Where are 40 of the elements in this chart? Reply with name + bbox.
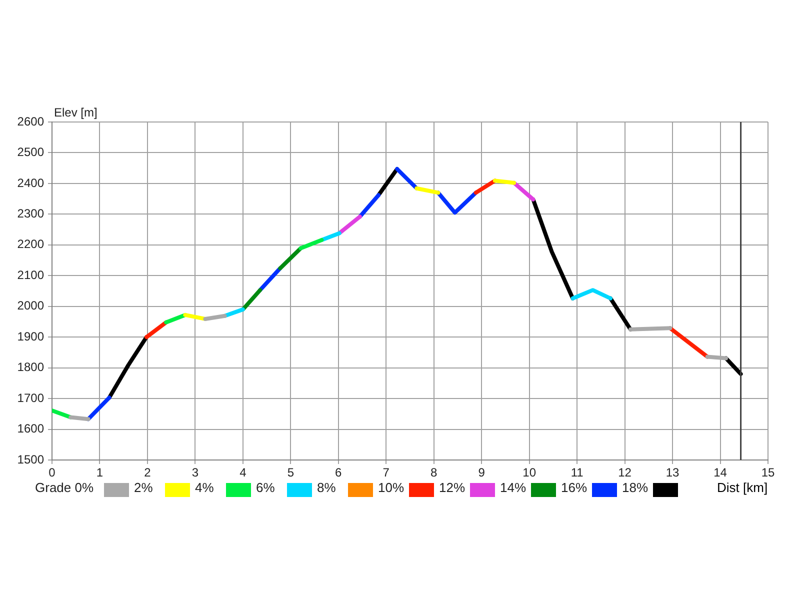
legend-label: 2% — [134, 480, 153, 495]
y-tick-label: 1600 — [17, 422, 44, 436]
x-tick-label: 3 — [192, 466, 199, 480]
y-tick-label: 2600 — [17, 114, 44, 128]
legend-label: 16% — [561, 480, 588, 495]
x-tick-label: 7 — [382, 466, 390, 480]
y-tick-label: 1500 — [17, 452, 44, 466]
x-tick-label: 10 — [522, 466, 536, 480]
y-tick-label: 2000 — [17, 298, 44, 313]
y-tick-label: 2200 — [17, 237, 44, 252]
x-tick-label: 13 — [666, 466, 680, 480]
y-axis-title: Elev [m] — [54, 105, 98, 120]
x-tick-label: 9 — [478, 466, 486, 480]
legend-label: 4% — [195, 480, 214, 495]
x-tick-label: 12 — [618, 466, 632, 480]
legend-title: Grade 0% — [35, 480, 94, 495]
x-tick-label: 5 — [287, 466, 294, 480]
x-axis-title: Dist [km] — [717, 480, 768, 495]
legend-label: 14% — [500, 480, 526, 495]
y-tick-label: 1800 — [17, 360, 44, 374]
legend-label: 10% — [378, 480, 404, 495]
y-tick-label: 2400 — [17, 176, 44, 190]
legend-label: 12% — [439, 480, 466, 495]
y-tick-label: 2100 — [17, 268, 44, 282]
x-tick-label: 0 — [48, 466, 56, 480]
x-tick-label: 1 — [96, 466, 104, 480]
legend-label: 8% — [317, 480, 336, 495]
x-tick-label: 4 — [240, 466, 247, 480]
x-tick-label: 8 — [430, 466, 438, 480]
x-tick-label: 14 — [714, 466, 728, 480]
y-tick-label: 2300 — [17, 206, 44, 220]
y-tick-label: 2500 — [17, 145, 44, 160]
legend-label: 6% — [256, 480, 275, 495]
y-tick-label: 1700 — [17, 390, 44, 405]
x-tick-label: 6 — [335, 466, 342, 480]
legend-label: 18% — [622, 480, 648, 495]
x-tick-label: 2 — [144, 466, 152, 480]
y-tick-label: 1900 — [17, 329, 44, 344]
x-tick-label: 15 — [761, 466, 775, 480]
x-tick-label: 11 — [570, 466, 584, 480]
